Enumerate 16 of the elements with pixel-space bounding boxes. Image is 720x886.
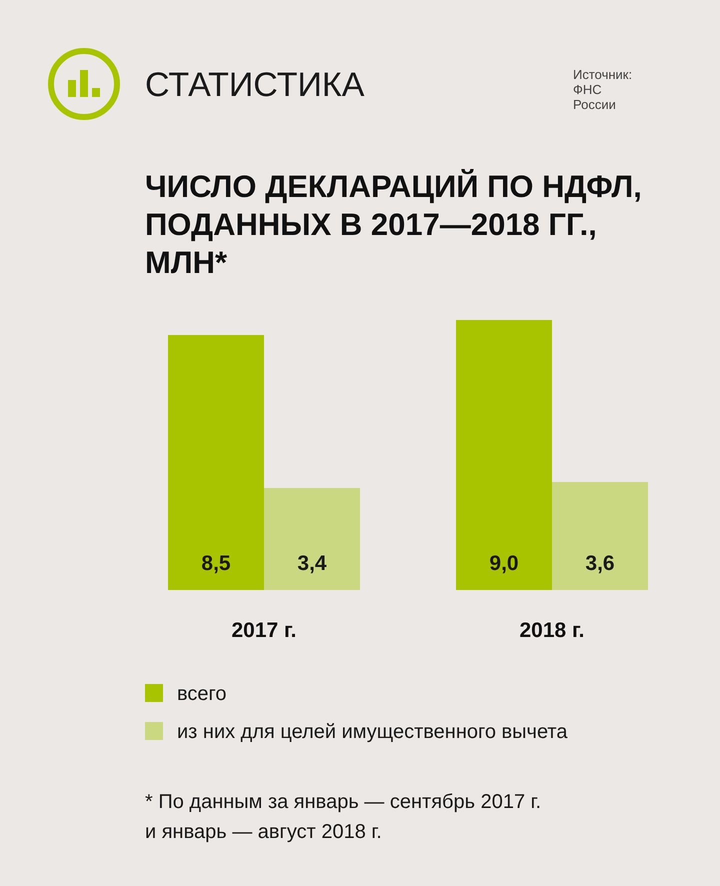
legend-label: из них для целей имущественного вычета bbox=[177, 721, 568, 743]
text: СТАТИСТИКА bbox=[145, 66, 365, 104]
text: Источник: ФНС России bbox=[573, 67, 632, 112]
bar bbox=[264, 488, 360, 590]
data-label: 8,5 bbox=[201, 552, 231, 575]
bar bbox=[552, 482, 648, 590]
data-label: 3,6 bbox=[585, 552, 615, 575]
legend-label: всего bbox=[177, 683, 227, 705]
data-label: 9,0 bbox=[489, 552, 519, 575]
chart-title: ЧИСЛО ДЕКЛАРАЦИЙ ПО НДФЛ, ПОДАННЫХ В 2017—2018 ГГ., МЛН* bbox=[145, 168, 642, 280]
data-label: 3,4 bbox=[297, 552, 327, 575]
bar bbox=[456, 320, 552, 590]
x-tick-label: 2018 г. bbox=[519, 619, 585, 642]
x-tick-label: 2017 г. bbox=[231, 619, 297, 642]
text: * По данным за январь — сентябрь 2017 г. и январь — август 2018 г. bbox=[145, 791, 542, 843]
bar bbox=[168, 335, 264, 590]
